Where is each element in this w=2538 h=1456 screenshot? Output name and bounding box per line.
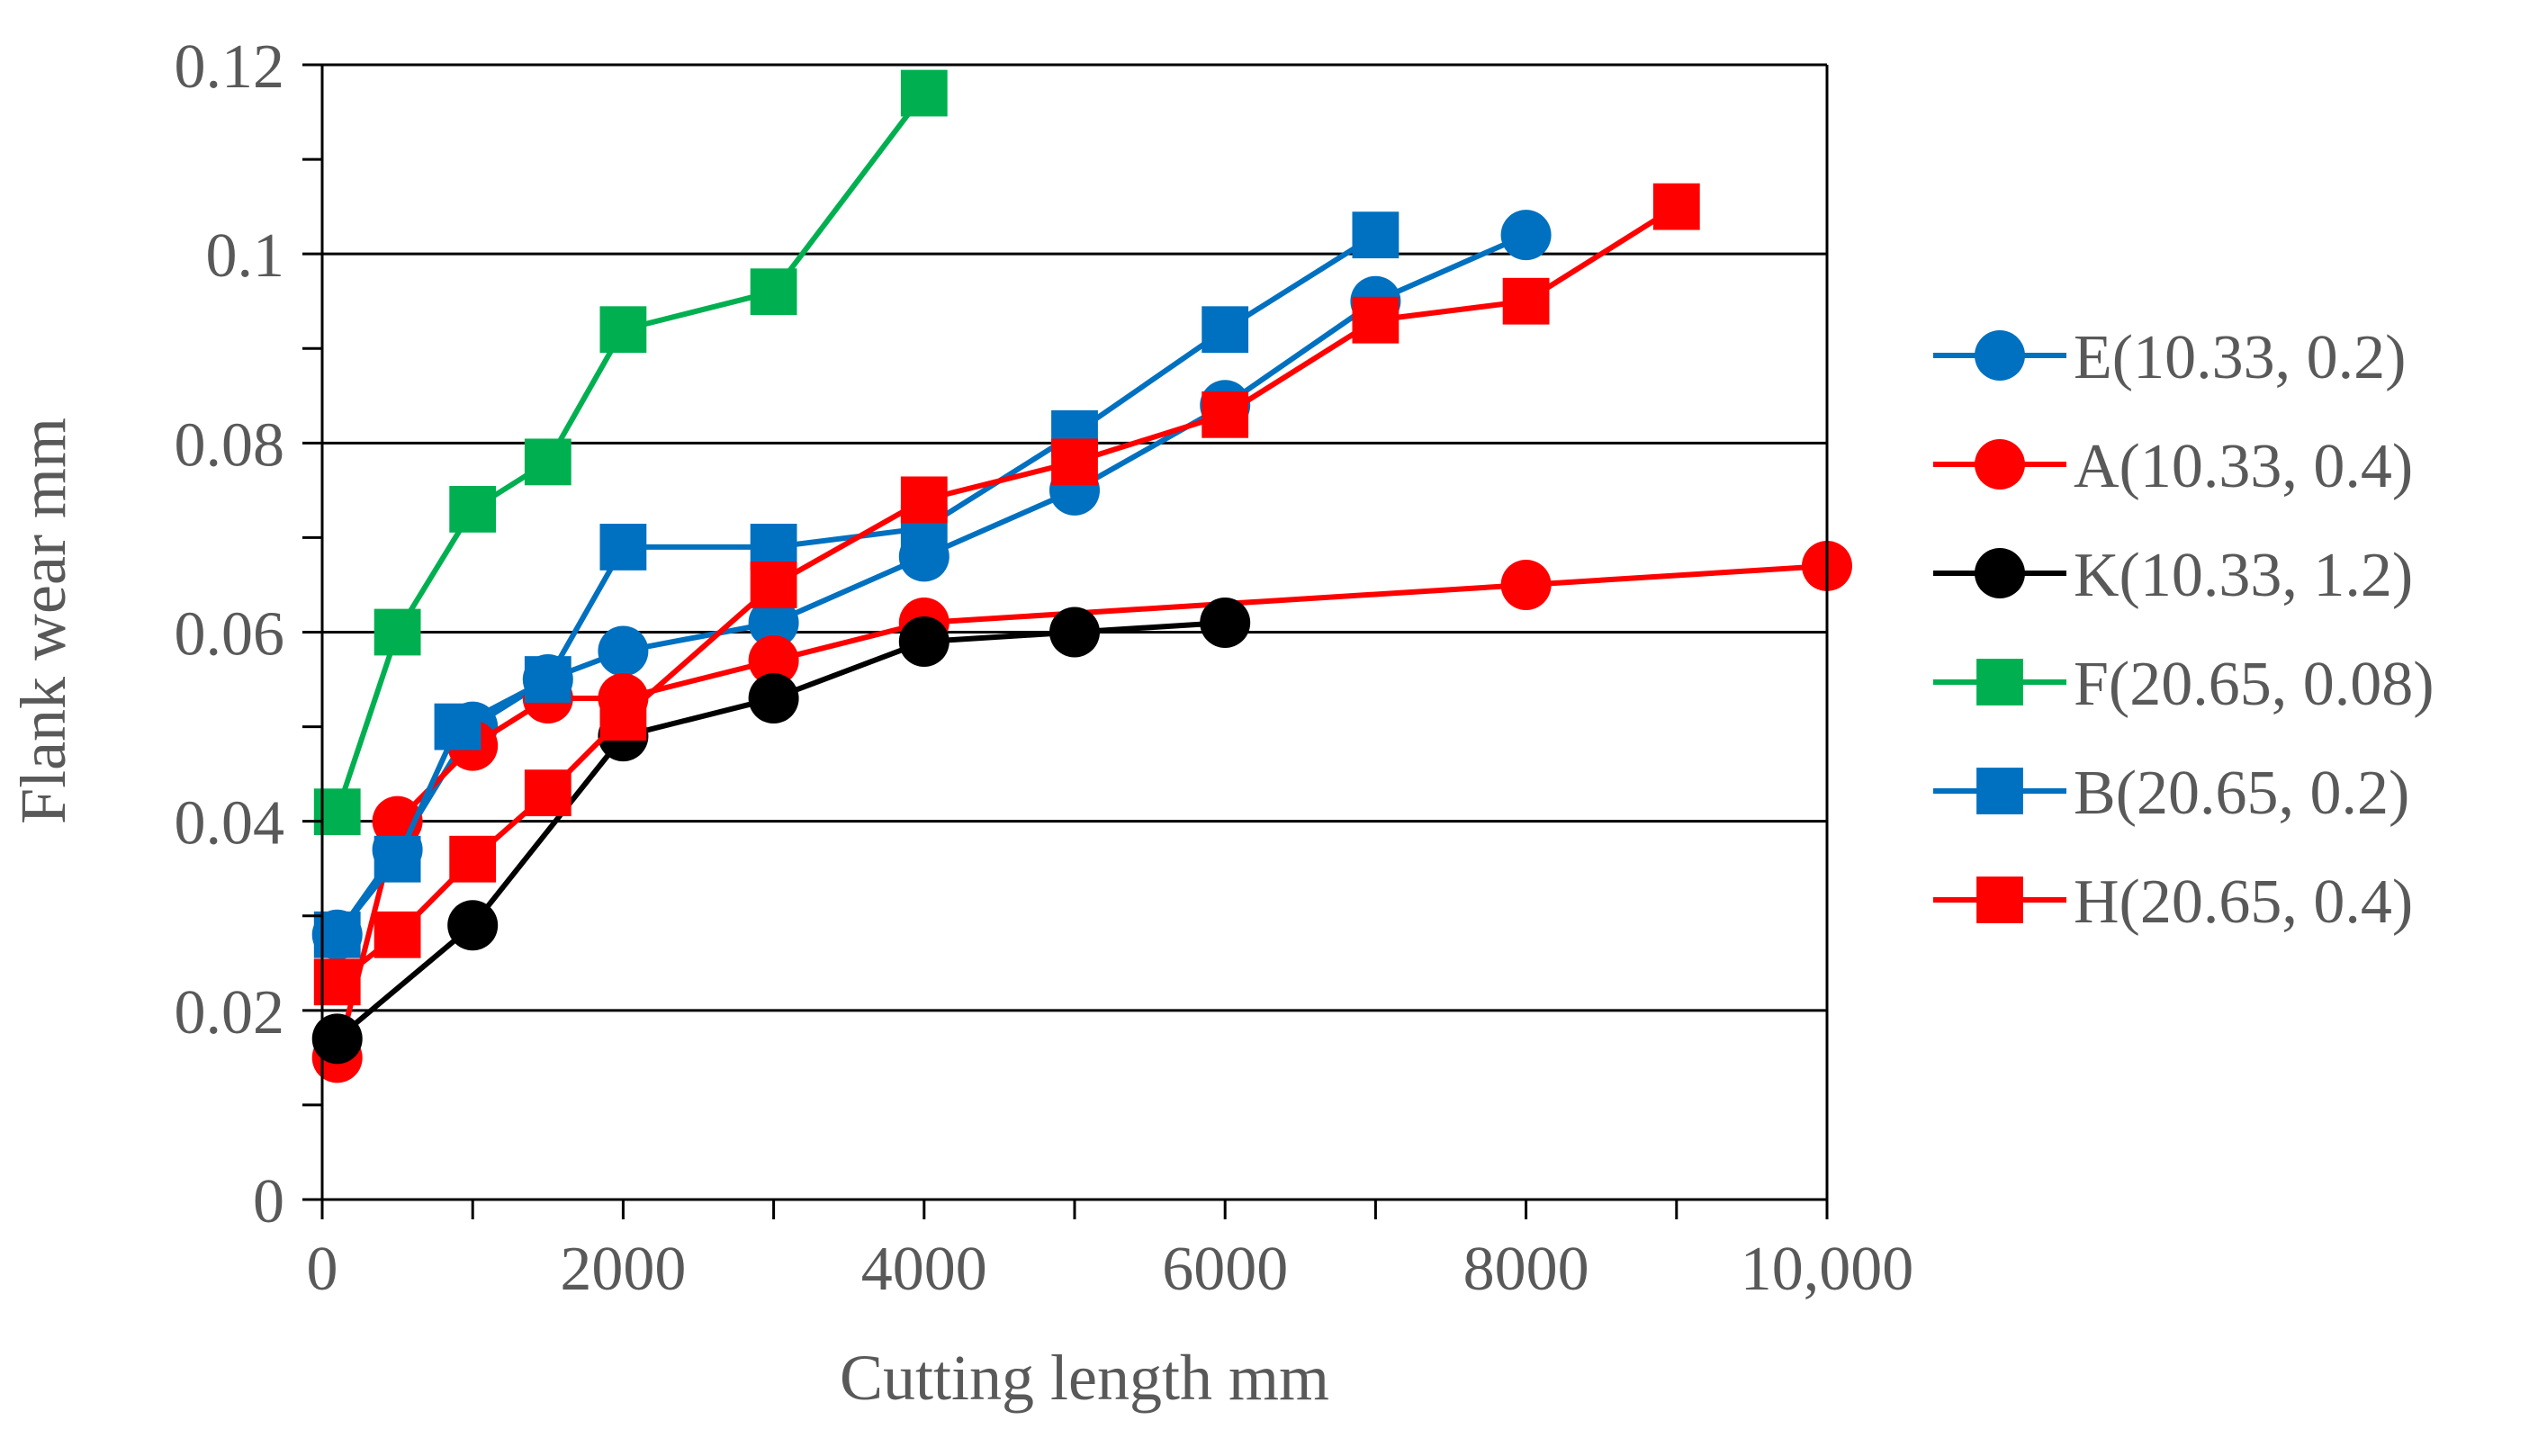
legend-marker — [1976, 876, 2023, 923]
series-F — [313, 69, 948, 836]
data-point — [447, 900, 499, 951]
data-point — [748, 635, 799, 687]
series-line — [335, 232, 1377, 937]
y-tick-label: 0.1 — [206, 221, 285, 291]
data-point — [599, 524, 647, 571]
legend-item: B(20.65, 0.2) — [1933, 759, 2409, 828]
y-tick-label: 0.02 — [175, 978, 285, 1047]
legend-label: H(20.65, 0.4) — [2074, 867, 2413, 937]
series-layer — [311, 69, 1852, 1083]
legend-item: K(10.33, 1.2) — [1933, 541, 2413, 610]
series-H — [313, 183, 1700, 1006]
legend-marker — [1975, 439, 2025, 490]
data-point — [900, 476, 948, 524]
data-point — [1200, 597, 1251, 648]
x-tick-label: 4000 — [861, 1235, 987, 1304]
data-point — [1202, 306, 1249, 354]
x-tick-label: 8000 — [1463, 1235, 1589, 1304]
y-tick-label: 0.12 — [175, 32, 285, 102]
data-point — [1500, 559, 1552, 610]
legend-label: F(20.65, 0.08) — [2074, 650, 2434, 719]
legend-marker — [1975, 548, 2025, 598]
data-point — [748, 673, 799, 724]
data-point — [524, 438, 572, 486]
y-tick-label: 0.04 — [175, 789, 285, 858]
data-point — [374, 835, 421, 883]
data-point — [898, 616, 950, 668]
legend-marker — [1975, 330, 2025, 381]
data-point — [1049, 607, 1100, 658]
data-point — [449, 485, 497, 533]
data-point — [449, 835, 497, 883]
legend-item: H(20.65, 0.4) — [1933, 867, 2413, 937]
x-tick-label: 0 — [307, 1235, 338, 1304]
legend-item: A(10.33, 0.4) — [1933, 432, 2413, 501]
data-point — [748, 597, 799, 648]
x-tick-label: 6000 — [1162, 1235, 1288, 1304]
legend-label: K(10.33, 1.2) — [2074, 541, 2413, 610]
data-point — [900, 69, 948, 117]
data-point — [1352, 211, 1400, 259]
data-point — [1502, 277, 1550, 325]
data-point — [750, 268, 797, 316]
y-tick-label: 0 — [253, 1167, 284, 1236]
y-tick-label: 0.08 — [175, 410, 285, 480]
x-tick-label: 2000 — [560, 1235, 686, 1304]
legend-marker — [1976, 659, 2023, 706]
data-point — [524, 656, 572, 703]
x-tick-label: 10,000 — [1741, 1235, 1914, 1304]
data-point — [1652, 183, 1700, 230]
data-point — [1051, 438, 1098, 486]
y-tick-label: 0.06 — [175, 600, 285, 670]
legend-label: E(10.33, 0.2) — [2074, 323, 2406, 392]
data-point — [311, 1013, 363, 1065]
data-point — [599, 306, 647, 354]
grid-layer — [322, 63, 1827, 1012]
data-point — [524, 769, 572, 817]
legend-label: B(20.65, 0.2) — [2074, 759, 2409, 828]
legend: E(10.33, 0.2) A(10.33, 0.4) K(10.33, 1.2) F… — [1933, 323, 2434, 937]
legend-marker — [1976, 768, 2023, 814]
y-axis-title: Flank wear mm — [7, 418, 79, 824]
data-point — [598, 625, 649, 677]
data-point — [434, 703, 482, 750]
data-point — [374, 911, 421, 958]
data-point — [1202, 391, 1249, 438]
data-point — [374, 608, 421, 656]
axes-layer: 0 0.02 0.04 0.06 0.08 0.1 0.12 0 2000 4000 6000 800… — [175, 32, 1914, 1304]
data-point — [1352, 296, 1400, 344]
legend-item: E(10.33, 0.2) — [1933, 323, 2406, 392]
legend-label: A(10.33, 0.4) — [2074, 432, 2413, 501]
legend-item: F(20.65, 0.08) — [1933, 650, 2434, 719]
data-point — [750, 562, 797, 608]
data-point — [599, 694, 647, 741]
data-point — [1500, 210, 1552, 261]
series-line — [335, 204, 1678, 984]
x-axis-title: Cutting length mm — [840, 1342, 1329, 1414]
